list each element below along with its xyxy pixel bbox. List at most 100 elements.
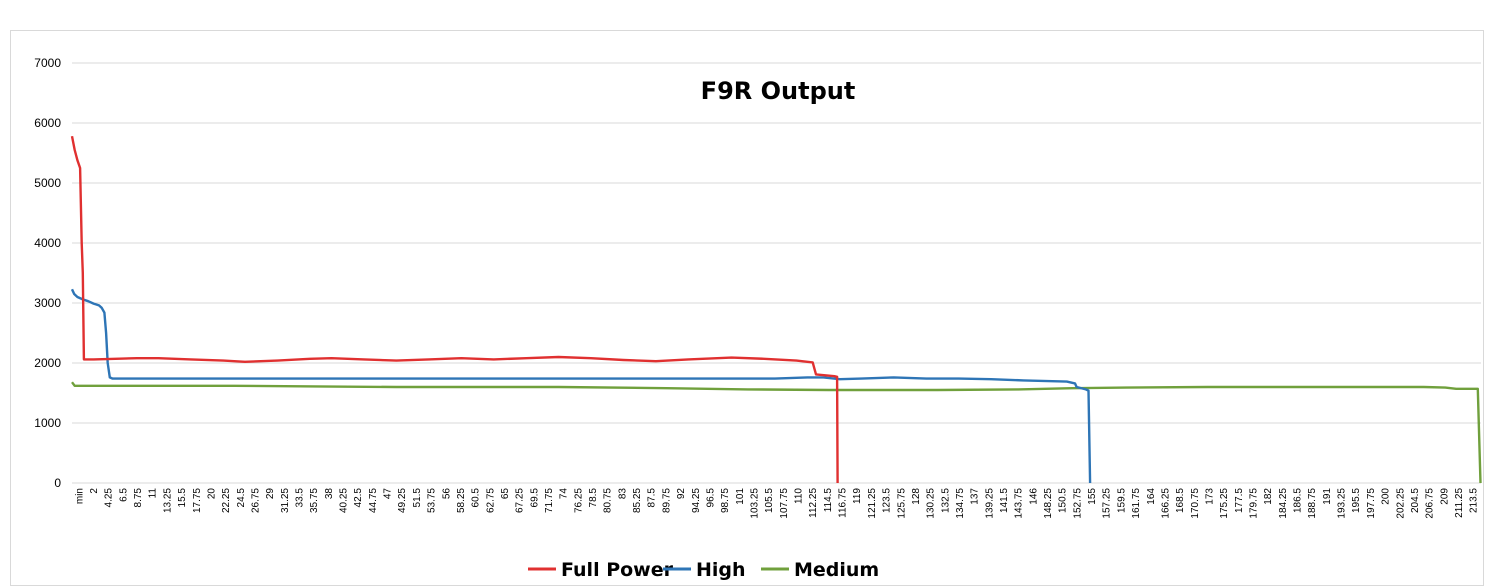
x-tick-label: 17.75 <box>192 488 203 513</box>
x-tick-label: 8.75 <box>133 488 144 508</box>
y-axis: 0 1000 2000 3000 4000 5000 6000 7000 <box>34 56 61 490</box>
x-tick-label: 200 <box>1381 488 1392 505</box>
x-tick-label: 114.5 <box>823 488 834 513</box>
x-tick-label: 139.25 <box>984 488 995 519</box>
legend-label: Full Power <box>561 559 674 581</box>
x-tick-label: 80.75 <box>603 488 614 513</box>
x-tick-label: 24.5 <box>236 488 247 508</box>
x-tick-label: 179.75 <box>1249 488 1260 519</box>
x-tick-label: 161.75 <box>1131 488 1142 519</box>
x-tick-label: 94.25 <box>691 488 702 513</box>
x-tick-label: 71.75 <box>544 488 555 513</box>
x-tick-label: 134.75 <box>955 488 966 519</box>
x-tick-label: 44.75 <box>368 488 379 513</box>
x-tick-label: 209 <box>1439 488 1450 505</box>
x-tick-label: 56 <box>441 488 452 500</box>
x-tick-label: 67.25 <box>515 488 526 513</box>
x-tick-label: 38 <box>324 488 335 500</box>
series-line-high <box>70 288 1092 484</box>
x-tick-label: 11 <box>148 488 159 499</box>
y-tick-label: 1000 <box>34 416 61 430</box>
x-tick-label: 2 <box>89 488 100 494</box>
x-tick-label: 107.75 <box>779 488 790 519</box>
x-tick-label: 105.5 <box>764 488 775 513</box>
x-tick-label: 152.75 <box>1072 488 1083 519</box>
x-tick-label: 123.5 <box>882 488 893 513</box>
y-tick-label: 7000 <box>34 56 61 70</box>
x-tick-label: 51.5 <box>412 488 423 508</box>
y-tick-label: 0 <box>54 476 61 490</box>
legend-label: Medium <box>794 559 879 581</box>
x-tick-label: 58.25 <box>456 488 467 513</box>
y-tick-label: 5000 <box>34 176 61 190</box>
x-tick-label: 110 <box>794 488 805 504</box>
x-tick-label: 87.5 <box>647 488 658 508</box>
x-tick-label: 193.25 <box>1337 488 1348 519</box>
x-tick-label: 101 <box>735 488 746 505</box>
x-tick-label: 186.5 <box>1293 488 1304 513</box>
x-tick-label: 42.5 <box>353 488 364 508</box>
x-tick-label: 148.25 <box>1043 488 1054 519</box>
x-tick-label: 116.75 <box>838 488 849 518</box>
x-tick-label: 188.75 <box>1307 488 1318 519</box>
x-tick-label: 137 <box>970 488 981 505</box>
x-tick-label: 92 <box>676 488 687 500</box>
x-tick-label: 47 <box>383 488 394 500</box>
x-tick-label: 76.25 <box>573 488 584 513</box>
x-axis: min 2 4.25 6.5 8.75 11 13.25 15.5 17.75 20 22.25 24… <box>74 488 1479 519</box>
x-tick-label: 132.5 <box>940 488 951 513</box>
x-tick-label: 182 <box>1263 488 1274 505</box>
x-tick-label: 202.25 <box>1395 488 1406 519</box>
x-tick-label: 197.75 <box>1366 488 1377 519</box>
x-tick-label: 191 <box>1322 488 1333 505</box>
x-tick-label: 195.5 <box>1351 488 1362 513</box>
x-tick-label: 184.25 <box>1278 488 1289 519</box>
x-tick-label: 85.25 <box>632 488 643 513</box>
legend-label: High <box>696 559 746 581</box>
x-tick-label: 141.5 <box>999 488 1010 513</box>
x-tick-label: 159.5 <box>1116 488 1127 513</box>
x-tick-label: 22.25 <box>221 488 232 513</box>
gridlines <box>72 62 1481 484</box>
line-chart: F9R Output 0 1000 2000 3000 4000 5000 6000 7000… <box>34 56 1482 581</box>
x-tick-label: 125.75 <box>896 488 907 519</box>
y-tick-label: 6000 <box>34 116 61 130</box>
x-tick-label: 4.25 <box>104 488 115 508</box>
x-tick-label: 53.75 <box>427 488 438 513</box>
y-tick-label: 2000 <box>34 356 61 370</box>
x-tick-label: 166.25 <box>1160 488 1171 519</box>
x-tick-label: 211.25 <box>1454 488 1465 518</box>
x-tick-label: 130.25 <box>926 488 937 519</box>
x-tick-label: 13.25 <box>162 488 173 513</box>
x-tick-label: 49.25 <box>397 488 408 513</box>
x-tick-label: 128 <box>911 488 922 505</box>
x-tick-label: 29 <box>265 488 276 500</box>
x-tick-label: 155 <box>1087 488 1098 505</box>
x-tick-label: 31.25 <box>280 488 291 513</box>
x-tick-label: 6.5 <box>118 488 129 502</box>
x-tick-label: 62.75 <box>485 488 496 513</box>
x-tick-label: 177.5 <box>1234 488 1245 513</box>
x-tick-label: 15.5 <box>177 488 188 508</box>
legend: Full Power High Medium <box>528 559 879 581</box>
x-tick-label: min <box>74 488 85 504</box>
x-tick-label: 83 <box>617 488 628 500</box>
chart-frame: F9R Output 0 1000 2000 3000 4000 5000 6000 7000… <box>10 30 1484 586</box>
x-tick-label: 96.5 <box>705 488 716 508</box>
x-tick-label: 213.5 <box>1469 488 1480 513</box>
x-tick-label: 65 <box>500 488 511 500</box>
x-tick-label: 164 <box>1146 488 1157 505</box>
x-tick-label: 33.5 <box>294 488 305 508</box>
x-tick-label: 103.25 <box>749 488 760 519</box>
x-tick-label: 98.75 <box>720 488 731 513</box>
x-tick-label: 35.75 <box>309 488 320 513</box>
x-tick-label: 89.75 <box>661 488 672 513</box>
x-tick-label: 119 <box>852 488 863 504</box>
x-tick-label: 206.75 <box>1425 488 1436 519</box>
x-tick-label: 26.75 <box>250 488 261 513</box>
x-tick-label: 78.5 <box>588 488 599 508</box>
x-tick-label: 121.25 <box>867 488 878 519</box>
chart-title: F9R Output <box>701 77 856 105</box>
x-tick-label: 40.25 <box>339 488 350 513</box>
x-tick-label: 175.25 <box>1219 488 1230 519</box>
